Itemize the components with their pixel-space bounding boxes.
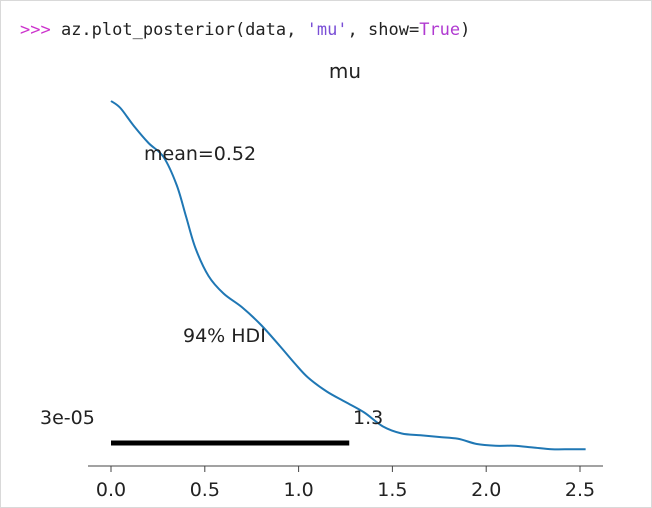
hdi-high-label: 1.3	[353, 407, 383, 429]
hdi-low-label: 3e-05	[40, 407, 95, 429]
density-curve	[110, 100, 586, 451]
code-call: az.plot_posterior(data,	[50, 20, 307, 40]
code-keyword: True	[419, 20, 461, 40]
x-tick-label: 2.0	[471, 479, 501, 501]
x-tick-label: 1.5	[377, 479, 407, 501]
hdi-label: 94% HDI	[183, 325, 266, 347]
chart-title: mu	[329, 59, 361, 83]
prompt-marker: >>>	[20, 20, 51, 40]
x-axis: 0.0 0.5 1.0 1.5 2.0 2.5	[88, 465, 603, 501]
x-tick-label: 0.0	[96, 479, 126, 501]
x-tick-label: 0.5	[190, 479, 220, 501]
code-line: >>> az.plot_posterior(data, 'mu', show=T…	[20, 20, 470, 40]
x-tick-label: 1.0	[283, 479, 313, 501]
code-close-paren: )	[460, 20, 471, 40]
code-kwarg: , show=	[347, 20, 420, 40]
mean-label: mean=0.52	[144, 143, 256, 165]
code-string-arg: 'mu'	[306, 20, 348, 40]
x-tick-label: 2.5	[565, 479, 595, 501]
